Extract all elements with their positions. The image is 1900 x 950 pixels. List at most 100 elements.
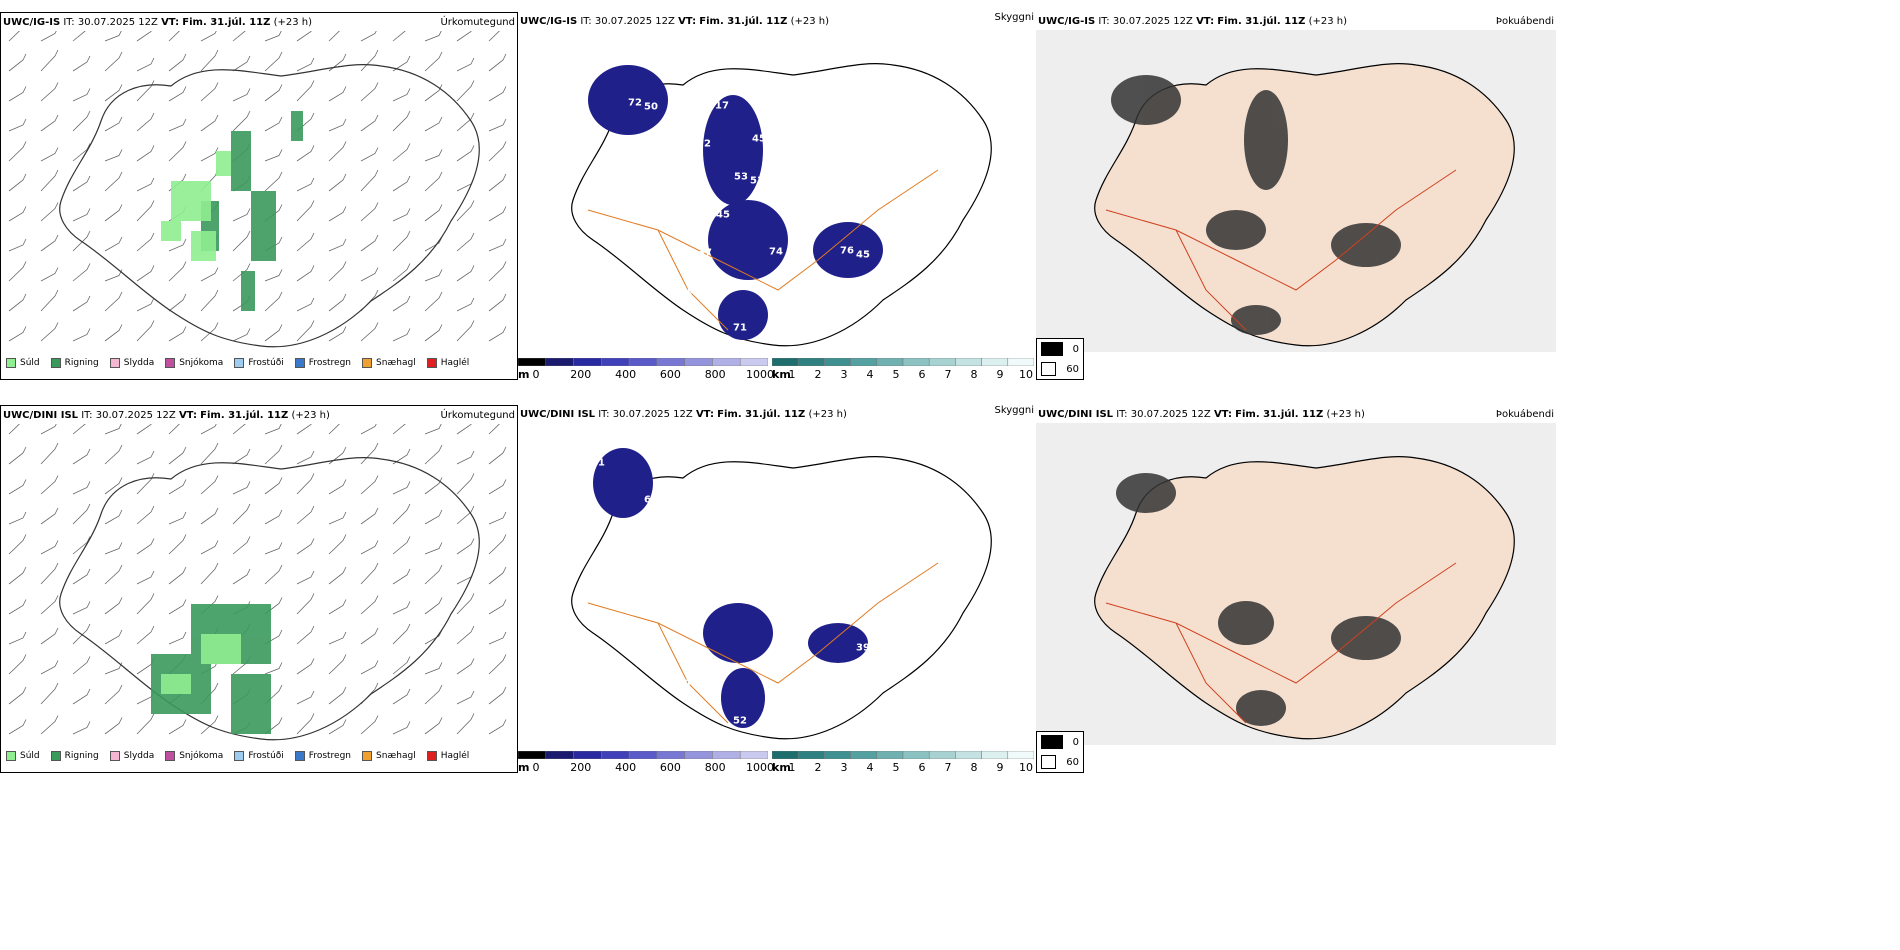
cloud-base-value: 76 (680, 285, 694, 297)
colorbar-tick: 6 (918, 368, 926, 380)
colorbar-tick: 8 (970, 368, 978, 380)
legend-swatch (165, 358, 176, 368)
row2-fog-label: Þokuábendi (1495, 409, 1554, 420)
colorbar-tick: 800 (704, 368, 726, 380)
cloud-base-value: 45 (874, 211, 888, 223)
legend-label: Haglél (440, 358, 470, 368)
colorbar-tick: 6 (918, 761, 926, 773)
fog-scale-row: 0 (1037, 339, 1083, 359)
fog-scale-swatch (1041, 342, 1063, 356)
cloud-base-value: 45 (768, 530, 782, 542)
row1-cloud-label: Skyggni (994, 12, 1034, 23)
cloud-base-value: 129 (782, 99, 804, 111)
legend-swatch (109, 751, 120, 761)
legend-item: Frostúði (234, 751, 284, 761)
fog-scale-row: 0 (1037, 732, 1083, 752)
colorbar-tick: 400 (615, 761, 637, 773)
colorbar-segment (739, 751, 768, 759)
cloud-base-value: 33 (839, 529, 853, 541)
row2-fog-map (1036, 423, 1556, 745)
cloud-base-value: 48 (593, 282, 607, 294)
legend-item: Súld (6, 751, 40, 761)
legend-label: Slydda (123, 358, 155, 368)
colorbar-tick: 4 (866, 368, 874, 380)
colorbar-tick: 10 (1019, 761, 1033, 773)
legend-item: Haglél (426, 751, 469, 761)
row1-vis-bar: km 1 2 3 4 5 6 7 8 9 10 (772, 358, 1036, 380)
cloud-base-value: 67 (644, 494, 658, 506)
cloud-base-value: 17 (715, 100, 729, 112)
cloud-base-value: 84 (874, 604, 888, 616)
colorbar-tick: 4 (866, 761, 874, 773)
fog-scale-label: 60 (1066, 756, 1079, 768)
cloud-base-value: 57 (786, 492, 800, 504)
colorbar-tick: 9 (996, 761, 1004, 773)
legend-item: Frostregn (294, 751, 351, 761)
row2-vis-bar: km 1 2 3 4 5 6 7 8 9 10 (772, 751, 1036, 773)
row1-precip-label: Úrkomutegund (440, 17, 515, 28)
colorbar-segment (518, 751, 547, 759)
cloud-base-value: 15 (821, 567, 835, 579)
colorbar-unit: km (772, 368, 791, 380)
legend-item: Haglél (426, 358, 470, 368)
legend-label: Frostúði (248, 358, 284, 368)
cloud-base-value: 39 (856, 642, 870, 654)
colorbar-tick: 1000 (746, 761, 774, 773)
row2-fog-scale: 0 60 (1036, 731, 1084, 773)
fog-scale-label: 0 (1072, 736, 1079, 748)
legend-item: Snæhagl (362, 751, 416, 761)
cloud-base-value: 52 (733, 715, 747, 727)
legend-item: Frostregn (294, 358, 351, 368)
legend-label: Rigning (64, 358, 99, 368)
cloud-base-value: 95 (645, 210, 659, 222)
cloud-base-value: 64 (662, 323, 676, 335)
cloud-base-value: 133 (711, 493, 733, 505)
cloud-base-value: 14 (627, 641, 641, 653)
row2-cloud-label: Skyggni (994, 405, 1034, 416)
legend-swatch (50, 751, 61, 761)
colorbar-segment (876, 751, 904, 759)
legend-label: Rigning (64, 751, 99, 761)
row1-precip-legend: Súld Rigning Slydda Snjókoma Frostúði Frostre… (1, 358, 475, 368)
colorbar-tick: 2 (814, 368, 822, 380)
colorbar-segment (684, 751, 713, 759)
fog-scale-swatch (1041, 362, 1057, 376)
legend-swatch (6, 358, 16, 368)
legend-label: Slydda (123, 751, 155, 761)
cloud-base-value: 36 (663, 172, 677, 184)
row2-precip-label: Úrkomutegund (440, 410, 515, 421)
colorbar-segment (545, 751, 574, 759)
colorbar-tick: 200 (570, 761, 592, 773)
colorbar-tick: 3 (840, 761, 848, 773)
cloud-base-value: 54 (609, 286, 623, 298)
colorbar-segment (601, 751, 630, 759)
colorbar-segment (928, 358, 956, 366)
cloud-base-value: 40 (751, 284, 765, 296)
cloud-base-value: 53 (750, 175, 764, 187)
colorbar-segment (601, 358, 630, 366)
legend-swatch (294, 358, 305, 368)
cloud-base-value: 52 (750, 568, 764, 580)
colorbar-segment (573, 751, 602, 759)
cloud-base-value: 39 (804, 321, 818, 333)
cloud-base-value: 45 (856, 249, 870, 261)
colorbar-unit: m (518, 368, 530, 380)
legend-swatch (362, 358, 373, 368)
cloud-base-value: 76 (840, 245, 854, 257)
colorbar-segment (1007, 358, 1034, 366)
colorbar-tick: 600 (659, 368, 681, 380)
fog-scale-row: 60 (1037, 752, 1083, 772)
row1-fog-map (1036, 30, 1556, 352)
cloud-base-value: 37 (698, 247, 712, 259)
colorbar-segment (1007, 751, 1034, 759)
colorbar-segment (955, 751, 982, 759)
colorbar-segment (876, 358, 904, 366)
colorbar-segment (772, 751, 799, 759)
colorbar-segment (981, 751, 1009, 759)
row1-precip-panel: UWC/IG-IS IT: 30.07.2025 12Z VT: Fim. 31… (0, 12, 518, 380)
colorbar-segment (573, 358, 602, 366)
fog-scale-label: 60 (1066, 363, 1079, 375)
cloud-base-value: 65 (681, 134, 695, 146)
legend-item: Slydda (109, 358, 155, 368)
row1-precip-map (1, 31, 517, 353)
